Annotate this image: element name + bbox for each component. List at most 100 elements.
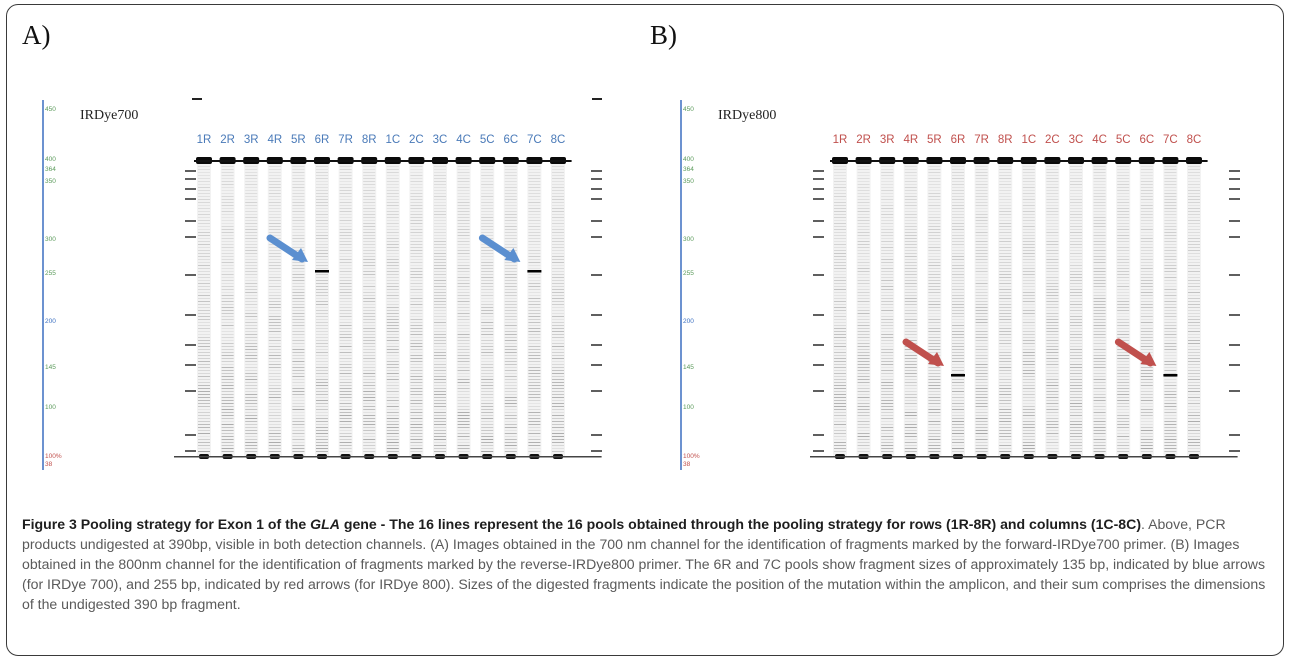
- lane-texture: [221, 286, 234, 287]
- lane-texture: [1070, 208, 1082, 209]
- lane-texture: [457, 292, 470, 293]
- lane-texture: [339, 406, 352, 407]
- lane-texture: [999, 340, 1012, 341]
- lane-texture: [292, 238, 305, 239]
- lane-texture: [928, 346, 941, 347]
- lane-texture: [1070, 343, 1082, 344]
- lane-texture: [363, 202, 376, 203]
- lane-texture: [198, 307, 210, 308]
- lane-texture: [928, 376, 941, 377]
- lane-texture: [1117, 307, 1130, 308]
- lane-texture: [268, 232, 281, 233]
- lane-texture: [881, 217, 894, 218]
- lane-texture: [221, 349, 234, 350]
- lane-texture: [339, 448, 352, 449]
- lane-texture: [999, 235, 1012, 236]
- lane-texture: [363, 322, 376, 323]
- lane-texture: [1046, 448, 1059, 449]
- lane-texture: [434, 214, 446, 215]
- lane-texture: [1164, 373, 1177, 374]
- lane-texture: [457, 277, 470, 278]
- lane-texture: [245, 172, 258, 173]
- lane-texture: [1164, 247, 1177, 248]
- lane-texture: [975, 403, 988, 404]
- lane-texture: [245, 343, 258, 344]
- lane-texture: [316, 442, 328, 443]
- lane-texture: [410, 277, 423, 278]
- lane-texture: [339, 313, 352, 314]
- lane-texture: [457, 319, 470, 320]
- lane-texture: [198, 253, 210, 254]
- lane-texture: [999, 385, 1012, 386]
- lane-texture: [857, 262, 870, 263]
- lane-texture: [268, 166, 281, 167]
- lane-texture: [975, 271, 988, 272]
- lane-texture: [1188, 223, 1200, 224]
- lane-texture: [928, 268, 941, 269]
- lane-texture: [928, 286, 941, 287]
- lane-texture: [928, 178, 941, 179]
- arrow-icon: [902, 338, 944, 367]
- lane-texture: [928, 436, 941, 437]
- lane-texture: [1070, 259, 1082, 260]
- lane-texture: [834, 397, 846, 398]
- lane-texture: [952, 313, 964, 314]
- lane-texture: [975, 388, 988, 389]
- lane-texture: [292, 349, 305, 350]
- lane-texture: [1117, 445, 1130, 446]
- lane-texture: [1140, 370, 1153, 371]
- lane-texture: [339, 322, 352, 323]
- lane-texture: [410, 373, 423, 374]
- lane-texture: [928, 193, 941, 194]
- lane-texture: [552, 229, 564, 230]
- lane-texture: [339, 247, 352, 248]
- lane-texture: [363, 427, 376, 428]
- lane-texture: [386, 388, 399, 389]
- lane-texture: [528, 448, 541, 449]
- lane-texture: [386, 166, 399, 167]
- lane-texture: [1093, 265, 1106, 266]
- lane-texture: [999, 286, 1012, 287]
- lane-smear: [362, 160, 377, 456]
- lane-texture: [1046, 229, 1059, 230]
- lane-texture: [857, 301, 870, 302]
- lane-texture: [1164, 271, 1177, 272]
- lane-texture: [1046, 379, 1059, 380]
- lane-texture: [552, 262, 564, 263]
- lane-label: 6R: [314, 134, 330, 146]
- lane-texture: [363, 337, 376, 338]
- lane-texture: [552, 361, 564, 362]
- lane-texture: [952, 304, 964, 305]
- lane-texture: [1022, 220, 1035, 221]
- lane-texture: [221, 214, 234, 215]
- lane-texture: [952, 397, 964, 398]
- lane-texture: [834, 376, 846, 377]
- lane-texture: [928, 403, 941, 404]
- lane-texture: [1046, 295, 1059, 296]
- lane-texture: [975, 430, 988, 431]
- lane-texture: [857, 196, 870, 197]
- lane-texture: [1070, 424, 1082, 425]
- lane-texture: [386, 343, 399, 344]
- lane-texture: [268, 346, 281, 347]
- lane-texture: [434, 415, 446, 416]
- lane-texture: [952, 232, 964, 233]
- lane-texture: [1164, 448, 1177, 449]
- lane-texture: [1140, 184, 1153, 185]
- lane-texture: [1117, 286, 1130, 287]
- lane-texture: [1188, 436, 1200, 437]
- lane-texture: [504, 364, 517, 365]
- lane-texture: [857, 424, 870, 425]
- lane-texture: [1117, 292, 1130, 293]
- lane-texture: [1164, 418, 1177, 419]
- lane-texture: [221, 199, 234, 200]
- lane-texture: [1046, 397, 1059, 398]
- lane-texture: [292, 199, 305, 200]
- lane-texture: [245, 208, 258, 209]
- lane-texture: [198, 313, 210, 314]
- lane-texture: [245, 211, 258, 212]
- lane-texture: [292, 343, 305, 344]
- lane-texture: [339, 166, 352, 167]
- scale-tick-label: 450: [45, 106, 56, 113]
- lane-texture: [221, 316, 234, 317]
